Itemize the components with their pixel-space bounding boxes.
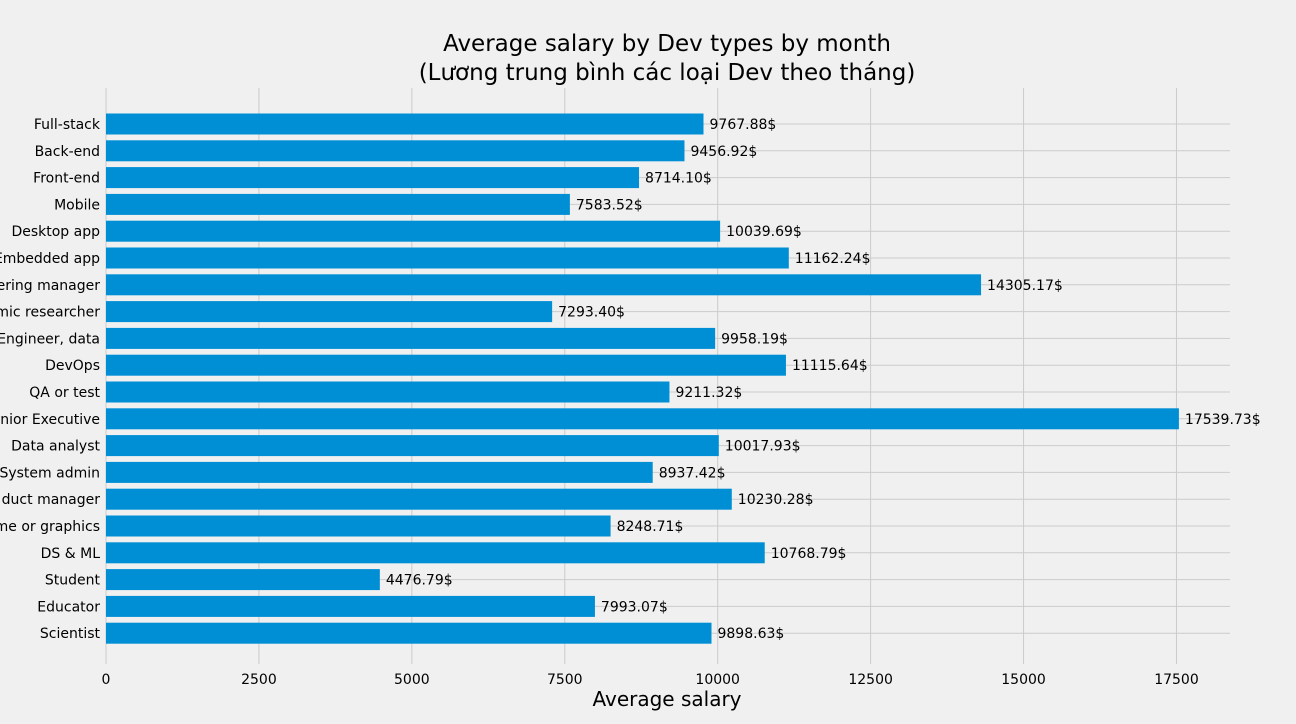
category-label: System admin [0,465,100,481]
x-tick-label: 2500 [241,672,277,688]
category-label: DevOps [45,358,100,374]
x-tick-label: 0 [102,672,111,688]
bar [106,274,982,296]
category-label: Back-end [35,144,100,160]
x-tick-label: 17500 [1154,672,1199,688]
category-label: duct manager [2,492,101,508]
value-label: 11115.64$ [792,358,868,374]
bars [106,113,1179,644]
labels: 0 2500 5000 7500 10000 12500 15000 17500 Full-st… [0,117,1261,688]
category-label: Mobile [54,197,100,213]
category-label: Educator [37,599,100,615]
category-label: Student [45,573,101,589]
x-tick-label: 12500 [848,672,893,688]
category-label: mic researcher [0,305,100,321]
value-label: 14305.17$ [987,278,1063,294]
bar [106,381,670,403]
chart-title: Average salary by Dev types by month [443,31,891,57]
category-label: me or graphics [0,519,100,535]
bar [106,542,765,564]
bar [106,167,640,189]
chart-subtitle: (Lương trung bình các loại Dev theo thán… [419,60,916,86]
value-label: 10017.93$ [725,439,801,455]
bar [106,327,716,349]
category-label: QA or test [29,385,100,401]
x-tick-label: 5000 [394,672,430,688]
x-tick-label: 10000 [695,672,740,688]
bar [106,220,721,242]
bar [106,622,712,644]
category-label: Scientist [40,626,101,642]
value-label: 17539.73$ [1185,412,1261,428]
bar [106,140,685,162]
bar [106,301,553,323]
bar [106,461,653,483]
bar [106,193,570,215]
bar [106,435,719,457]
value-label: 4476.79$ [386,573,453,589]
category-label: Desktop app [11,224,100,240]
category-label: Embedded app [0,251,100,267]
x-tick-label: 15000 [1001,672,1046,688]
category-label: nior Executive [0,412,100,428]
value-label: 10230.28$ [738,492,814,508]
x-axis-title: Average salary [592,687,741,711]
bar [106,247,789,269]
value-label: 11162.24$ [795,251,871,267]
category-label: Full-stack [34,117,101,133]
value-label: 8714.10$ [645,171,712,187]
bar [106,569,380,591]
category-label: Front-end [33,171,100,187]
bar [106,354,786,376]
value-label: 7583.52$ [576,197,643,213]
value-label: 9898.63$ [717,626,784,642]
category-label: Engineer, data [0,331,100,347]
value-label: 8248.71$ [617,519,684,535]
value-label: 9456.92$ [690,144,757,160]
value-label: 7293.40$ [558,305,625,321]
x-tick-label: 7500 [547,672,583,688]
value-label: 9958.19$ [721,331,788,347]
value-label: 10768.79$ [771,546,847,562]
bar [106,408,1179,430]
bar [106,488,732,510]
bar [106,113,704,135]
bar [106,515,611,537]
bar [106,595,595,617]
value-label: 7993.07$ [601,599,668,615]
value-label: 8937.42$ [659,465,726,481]
value-label: 9211.32$ [675,385,742,401]
category-label: DS & ML [41,546,101,562]
value-label: 10039.69$ [726,224,802,240]
value-label: 9767.88$ [710,117,777,133]
category-label: ering manager [0,278,100,294]
category-label: Data analyst [11,439,100,455]
